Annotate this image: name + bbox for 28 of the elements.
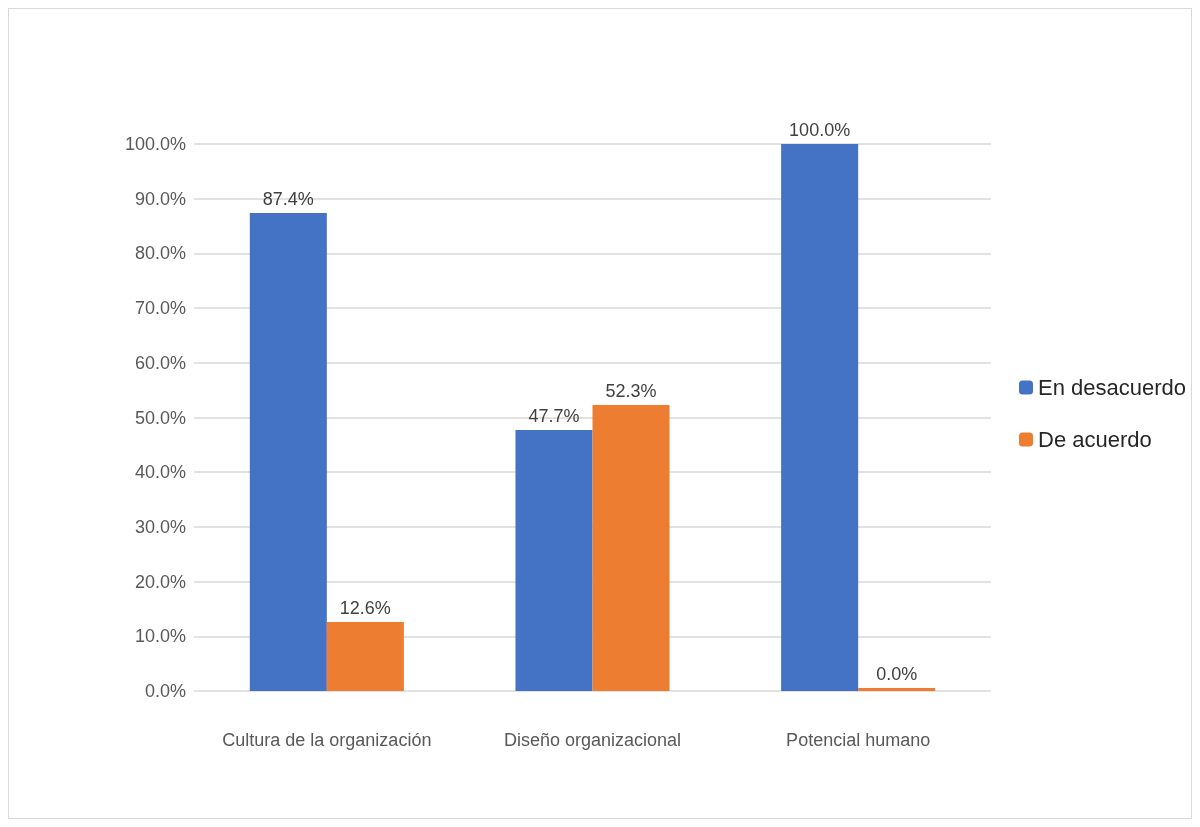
data-label: 52.3% [605, 380, 657, 401]
data-label: 47.7% [528, 406, 580, 427]
data-label: 0.0% [876, 664, 918, 684]
bar [781, 144, 859, 691]
data-label: 87.4% [262, 188, 314, 209]
y-tick-label: 20.0% [134, 571, 186, 592]
y-tick-label: 70.0% [134, 298, 186, 319]
y-tick-label: 50.0% [134, 407, 186, 428]
legend-label: En desacuerdo [1038, 375, 1186, 400]
x-tick-label: Cultura de la organización [222, 730, 432, 750]
y-tick-label: 60.0% [134, 352, 186, 373]
bar [249, 212, 327, 691]
y-tick-label: 10.0% [134, 626, 186, 647]
y-tick-label: 90.0% [134, 188, 186, 209]
y-tick-label: 40.0% [134, 462, 186, 483]
x-tick-label: Diseño organizacional [503, 730, 682, 750]
data-label: 100.0% [789, 120, 851, 140]
y-tick-label: 100.0% [124, 134, 186, 154]
y-tick-label: 0.0% [144, 681, 186, 701]
data-label: 12.6% [339, 598, 391, 619]
bar [326, 622, 404, 691]
x-tick-label: Potencial humano [786, 730, 931, 750]
y-tick-label: 80.0% [134, 243, 186, 264]
y-tick-label: 30.0% [134, 516, 186, 537]
bar [858, 688, 936, 691]
bar [592, 404, 670, 691]
bar [515, 430, 593, 691]
legend-label: De acuerdo [1038, 427, 1152, 452]
